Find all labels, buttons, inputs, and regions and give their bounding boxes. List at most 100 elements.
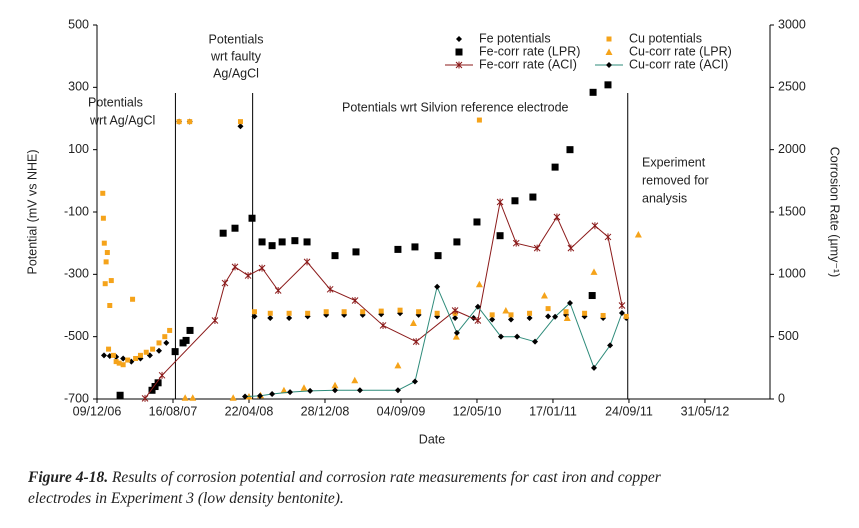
marker-square (219, 229, 227, 237)
marker-star (455, 61, 463, 69)
marker-triangle (502, 306, 510, 314)
marker-triangle (409, 319, 417, 326)
marker-triangle (331, 381, 339, 389)
marker-square (106, 346, 112, 352)
marker-square (267, 310, 273, 316)
marker-diamond (508, 316, 515, 323)
marker-triangle (189, 394, 197, 401)
y-tick-label: 100 (68, 142, 89, 156)
y2-tick-label: 2000 (778, 142, 806, 156)
y2-tick-label: 3000 (778, 17, 806, 31)
marker-diamond (307, 387, 314, 394)
y-tick-label: -700 (64, 391, 89, 405)
marker-square (186, 326, 194, 334)
marker-square (508, 312, 514, 318)
marker-square (187, 119, 193, 125)
marker-square (251, 309, 257, 315)
marker-square (323, 309, 329, 315)
marker-square (237, 119, 243, 125)
x-axis-label: Date (419, 432, 445, 446)
marker-triangle (300, 384, 308, 391)
marker-square (101, 240, 107, 246)
marker-square (341, 309, 347, 315)
marker-diamond (545, 313, 552, 320)
marker-star (553, 213, 561, 221)
annotation: removed for (642, 173, 709, 187)
marker-square (125, 357, 131, 363)
marker-diamond (251, 313, 258, 320)
marker-square (102, 281, 108, 287)
y-tick-label: 500 (68, 17, 89, 31)
marker-square (511, 197, 519, 205)
marker-square (133, 355, 139, 361)
annotation: Potentials (209, 32, 264, 46)
marker-star (326, 285, 334, 293)
marker-square (305, 310, 311, 316)
marker-star (412, 338, 420, 346)
marker-diamond (156, 347, 163, 354)
marker-triangle (475, 280, 483, 288)
marker-square (291, 237, 299, 245)
marker-square (453, 238, 461, 246)
annotation: wrt Ag/AgCl (89, 113, 155, 127)
marker-square (623, 313, 629, 319)
y2-tick-label: 500 (778, 329, 799, 343)
annotation: analysis (642, 191, 687, 205)
marker-star (379, 321, 387, 329)
marker-square (416, 309, 422, 315)
marker-triangle (540, 292, 548, 299)
marker-square (529, 193, 537, 201)
x-tick-label: 04/09/09 (377, 404, 426, 418)
marker-square (545, 306, 551, 312)
marker-square (108, 278, 114, 284)
marker-triangle (280, 386, 288, 394)
marker-diamond (606, 62, 612, 68)
marker-square (600, 312, 606, 318)
marker-square (352, 248, 360, 256)
marker-square (130, 296, 136, 302)
marker-star (591, 222, 599, 230)
marker-star (141, 394, 149, 402)
marker-diamond (497, 333, 504, 340)
marker-square (143, 349, 149, 355)
marker-star (474, 316, 482, 324)
marker-triangle (181, 394, 189, 401)
y-tick-label: -500 (64, 329, 89, 343)
marker-diamond (411, 378, 418, 385)
marker-square (171, 348, 179, 356)
marker-square (107, 303, 113, 308)
marker-star (158, 371, 166, 379)
x-tick-label: 22/04/08 (225, 404, 274, 418)
marker-star (221, 279, 229, 287)
marker-square (563, 309, 569, 315)
marker-square (397, 307, 403, 313)
marker-square (588, 292, 596, 300)
marker-triangle (590, 268, 598, 275)
marker-triangle (394, 361, 402, 369)
marker-diamond (256, 392, 263, 399)
marker-triangle (452, 333, 460, 340)
y-axis-label: Potential (mV vs NHE) (25, 149, 39, 274)
marker-diamond (453, 329, 460, 336)
marker-square (582, 310, 588, 316)
marker-square (120, 362, 126, 368)
y2-tick-label: 1500 (778, 204, 806, 218)
marker-square (151, 383, 159, 391)
series-line (144, 200, 623, 399)
marker-triangle (351, 376, 359, 384)
marker-square (434, 310, 440, 316)
marker-square (154, 379, 162, 387)
marker-diamond (590, 364, 597, 371)
marker-square (113, 359, 119, 365)
marker-diamond (237, 123, 244, 130)
marker-diamond (452, 314, 459, 321)
marker-square (455, 48, 463, 56)
legend-label: Fe potentials (479, 31, 551, 45)
marker-square (176, 119, 182, 125)
marker-triangle (634, 230, 642, 238)
legend: Fe potentials Cu potentials Fe-corr rate (… (445, 31, 732, 71)
marker-diamond (394, 387, 401, 394)
y2-axis-label: Corrosion Rate (µmy⁻¹) (828, 147, 842, 278)
annotation: Ag/AgCl (213, 66, 259, 80)
